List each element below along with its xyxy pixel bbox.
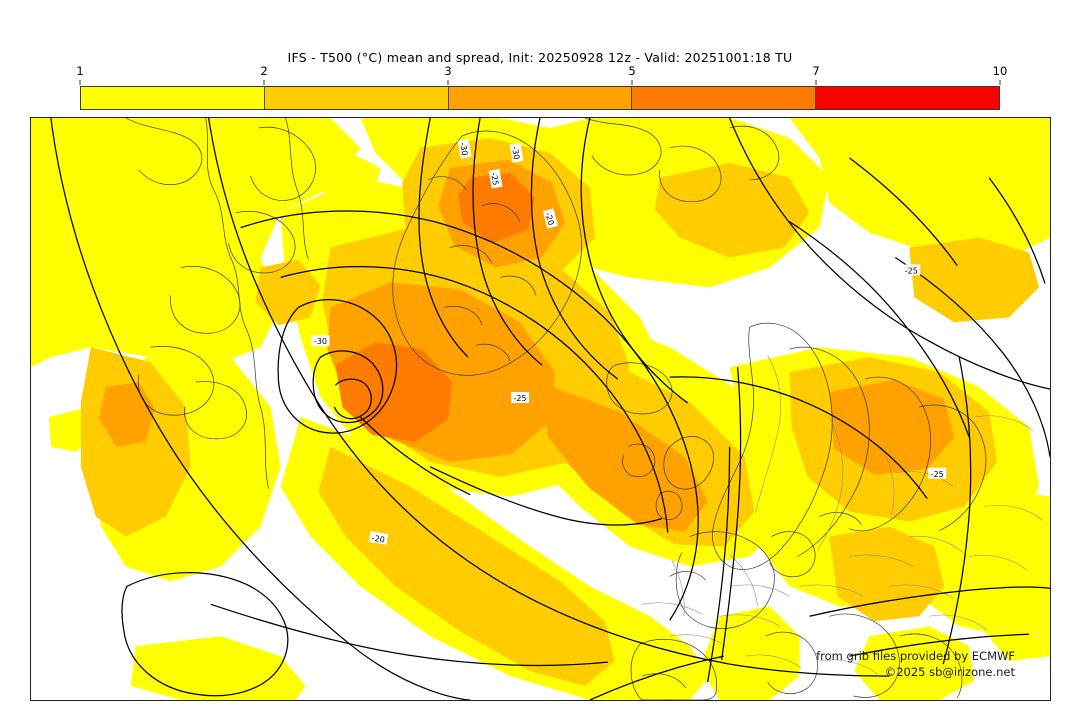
contour-label-layer: -25 -20 -25 -25 [311,139,947,546]
colorbar-tickmark-4 [815,80,817,85]
colorbar-tickmark-2 [447,80,449,85]
colorbar-tickmark-0 [79,80,81,85]
map-frame: -25 -20 -25 -25 [30,117,1051,701]
colorbar-tick-2: 3 [444,64,452,78]
weather-map: -25 -20 -25 -25 [31,118,1050,700]
colorbar-segment-4 [631,87,816,109]
contour-label-2: -25 [905,266,918,275]
colorbar-tick-1: 2 [260,64,268,78]
colorbar-tickmark-1 [263,80,265,85]
spread-shading-layer [31,118,1050,700]
colorbar-segment-5 [815,87,999,109]
colorbar-segment-1 [81,87,264,109]
colorbar-tick-3: 5 [628,64,636,78]
colorbar-segment-3 [447,87,632,109]
contour-label-7: -25 [489,172,500,186]
colorbar-tickmark-5 [999,80,1001,85]
colorbar-tick-5: 10 [992,64,1008,78]
contour-label-1: -20 [371,533,385,544]
spread-band-5-7 [335,172,536,442]
contour-label-3: -25 [931,470,944,479]
colorbar-container: 1 2 3 5 7 10 [76,64,1007,110]
colorbar-tick-labels: 1 2 3 5 7 10 [76,64,1007,85]
colorbar-segment-2 [263,87,448,109]
contour-label-0: -25 [514,394,527,403]
coastline-layer [125,118,987,700]
spread-colorbar [80,86,1000,110]
contour-layer [50,118,1050,700]
contour-label-5: -30 [458,142,469,156]
contour-label-4: -30 [314,337,327,346]
contour-label-6: -30 [510,146,521,160]
country-border-layer [641,355,1044,675]
colorbar-tickmark-3 [631,80,633,85]
page-title: IFS - T500 (°C) mean and spread, Init: 2… [287,50,793,65]
colorbar-tick-0: 1 [76,64,84,78]
contour-label-8: -20 [543,211,555,226]
colorbar-tick-4: 7 [812,64,820,78]
